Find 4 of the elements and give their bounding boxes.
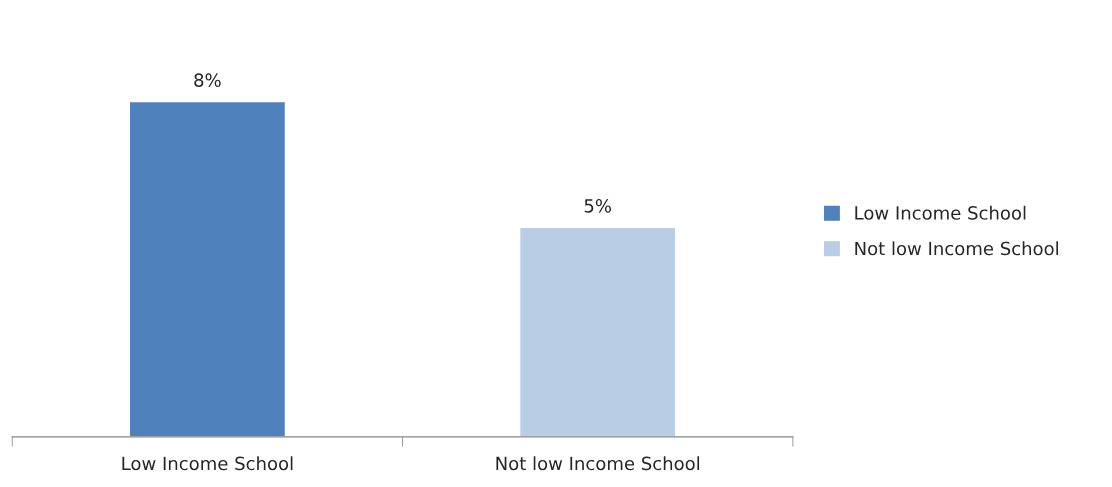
data-label: 8%: [194, 73, 221, 87]
legend-label: Not low Income School: [855, 241, 1058, 256]
data-label: 5%: [584, 199, 612, 213]
legend-label: Low Income School: [855, 205, 1026, 220]
